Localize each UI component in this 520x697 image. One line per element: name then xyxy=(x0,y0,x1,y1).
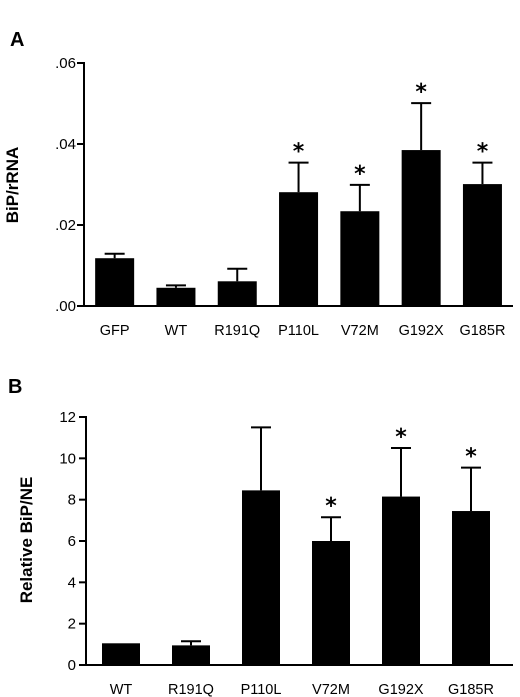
significance-star: * xyxy=(354,162,366,187)
bar xyxy=(102,643,140,665)
y-tick-label: 10 xyxy=(59,450,76,467)
y-axis-label: BiP/rRNA xyxy=(3,147,22,224)
significance-star: * xyxy=(477,140,489,165)
y-tick-label: 0 xyxy=(68,657,76,674)
bar xyxy=(217,281,257,306)
panel-letter: A xyxy=(10,29,24,51)
y-tick-label: 4 xyxy=(68,574,76,591)
y-tick-label: .04 xyxy=(55,136,76,153)
y-tick-label: .06 xyxy=(55,55,76,72)
category-label: G192X xyxy=(399,323,444,339)
bar xyxy=(382,496,420,665)
y-axis-label: Relative BiP/NE xyxy=(17,477,36,604)
y-tick-label: .00 xyxy=(55,298,76,315)
bar xyxy=(340,211,380,306)
category-label: GFP xyxy=(100,323,130,339)
significance-star: * xyxy=(415,80,427,105)
category-label: G185R xyxy=(459,323,505,339)
bar xyxy=(452,511,490,665)
bar xyxy=(95,258,135,306)
panel-a: A BiP/rRNA .00 .02 .04 .06 GFP WT R191Q * P110L * V7… xyxy=(3,29,513,339)
category-label: WT xyxy=(165,323,188,339)
category-label: WT xyxy=(110,682,133,697)
category-label: G192X xyxy=(378,682,423,697)
significance-star: * xyxy=(395,425,407,450)
y-tick-label: 8 xyxy=(68,492,76,509)
category-label: R191Q xyxy=(214,323,260,339)
category-label: V72M xyxy=(312,682,350,697)
category-label: R191Q xyxy=(168,682,214,697)
panel-letter: B xyxy=(8,376,22,398)
category-label: V72M xyxy=(341,323,379,339)
category-label: P110L xyxy=(241,682,282,697)
bar xyxy=(401,150,441,306)
panel-b: B Relative BiP/NE 0 2 4 6 8 10 12 WT R191Q P110L * V7… xyxy=(8,376,513,697)
significance-star: * xyxy=(325,494,337,519)
category-label: P110L xyxy=(278,323,319,339)
significance-star: * xyxy=(465,445,477,470)
bar xyxy=(279,192,319,306)
significance-star: * xyxy=(293,140,305,165)
y-tick-label: .02 xyxy=(55,217,76,234)
category-label: G185R xyxy=(448,682,494,697)
y-tick-label: 12 xyxy=(59,409,76,426)
bar xyxy=(462,184,502,306)
bar xyxy=(242,490,280,665)
bar xyxy=(312,541,350,665)
bar xyxy=(172,645,210,665)
y-tick-label: 6 xyxy=(68,533,76,550)
bar xyxy=(156,287,196,306)
y-tick-label: 2 xyxy=(68,616,76,633)
